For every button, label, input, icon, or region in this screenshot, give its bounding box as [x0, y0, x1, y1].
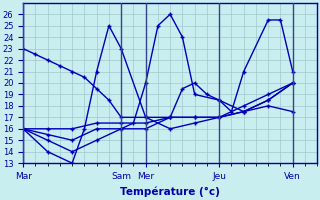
X-axis label: Température (°c): Température (°c)	[120, 187, 220, 197]
